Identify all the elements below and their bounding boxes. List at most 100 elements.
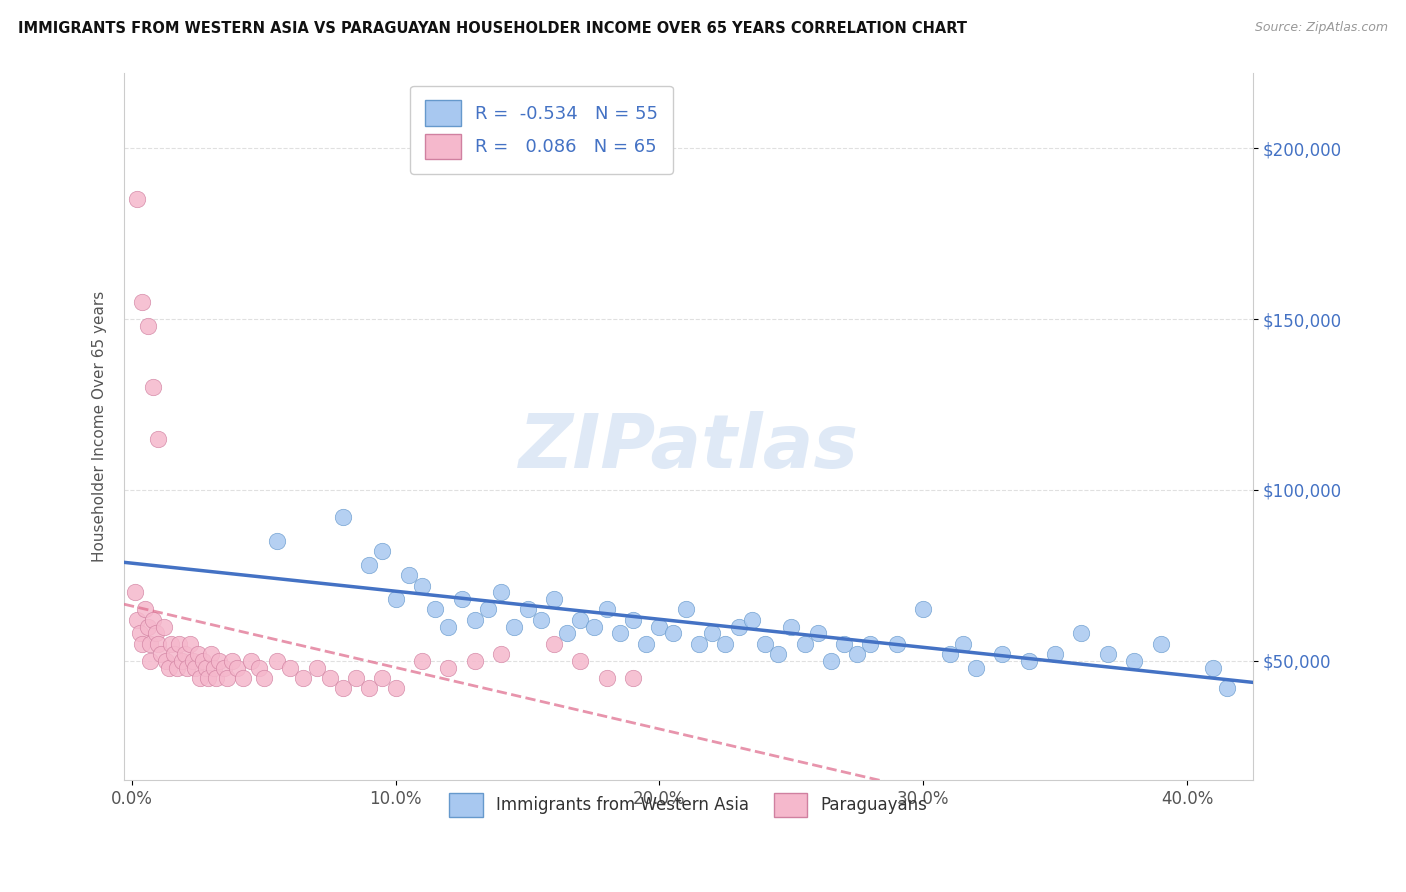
Point: [1070, 626, 1092, 640]
Point: [766, 647, 789, 661]
Point: [820, 654, 842, 668]
Point: [384, 592, 406, 607]
Text: ZIPatlas: ZIPatlas: [519, 411, 859, 484]
Point: [596, 671, 619, 685]
Point: [131, 637, 153, 651]
Point: [179, 637, 201, 651]
Point: [714, 637, 737, 651]
Point: [464, 613, 486, 627]
Point: [190, 671, 212, 685]
Point: [278, 660, 301, 674]
Point: [437, 619, 460, 633]
Point: [232, 671, 254, 685]
Point: [569, 613, 592, 627]
Point: [319, 671, 342, 685]
Point: [155, 654, 177, 668]
Point: [148, 432, 170, 446]
Point: [516, 602, 538, 616]
Point: [145, 626, 167, 640]
Point: [127, 193, 149, 207]
Point: [503, 619, 526, 633]
Point: [464, 654, 486, 668]
Point: [621, 613, 644, 627]
Point: [149, 647, 172, 661]
Point: [648, 619, 671, 633]
Point: [688, 637, 710, 651]
Point: [152, 619, 174, 633]
Point: [543, 637, 565, 651]
Point: [450, 592, 472, 607]
Point: [1043, 647, 1066, 661]
Point: [1097, 647, 1119, 661]
Point: [226, 660, 249, 674]
Point: [148, 637, 170, 651]
Point: [425, 602, 447, 616]
Point: [437, 660, 460, 674]
Point: [886, 637, 908, 651]
Point: [398, 568, 420, 582]
Point: [128, 626, 150, 640]
Point: [139, 637, 162, 651]
Point: [194, 660, 217, 674]
Point: [332, 681, 354, 695]
Point: [212, 660, 235, 674]
Point: [266, 654, 288, 668]
Point: [912, 602, 935, 616]
Point: [305, 660, 328, 674]
Point: [636, 637, 658, 651]
Point: [569, 654, 592, 668]
Point: [157, 660, 180, 674]
Point: [136, 619, 159, 633]
Point: [991, 647, 1014, 661]
Point: [938, 647, 960, 661]
Point: [952, 637, 974, 651]
Point: [215, 671, 238, 685]
Point: [754, 637, 776, 651]
Point: [702, 626, 724, 640]
Point: [160, 637, 183, 651]
Point: [489, 585, 512, 599]
Point: [176, 660, 198, 674]
Point: [1215, 681, 1237, 695]
Point: [184, 660, 207, 674]
Point: [555, 626, 578, 640]
Point: [181, 654, 204, 668]
Point: [202, 660, 225, 674]
Point: [200, 647, 222, 661]
Point: [359, 558, 381, 572]
Point: [543, 592, 565, 607]
Point: [411, 578, 433, 592]
Point: [846, 647, 869, 661]
Legend: Immigrants from Western Asia, Paraguayans: Immigrants from Western Asia, Paraguayan…: [441, 785, 936, 825]
Point: [675, 602, 697, 616]
Point: [197, 671, 219, 685]
Point: [489, 647, 512, 661]
Point: [621, 671, 644, 685]
Point: [247, 660, 270, 674]
Point: [191, 654, 214, 668]
Point: [221, 654, 243, 668]
Point: [127, 613, 149, 627]
Point: [1202, 660, 1225, 674]
Point: [344, 671, 367, 685]
Point: [609, 626, 631, 640]
Point: [163, 647, 186, 661]
Y-axis label: Householder Income Over 65 years: Householder Income Over 65 years: [93, 291, 107, 562]
Point: [139, 654, 162, 668]
Point: [359, 681, 381, 695]
Point: [170, 654, 193, 668]
Point: [477, 602, 499, 616]
Point: [727, 619, 749, 633]
Point: [661, 626, 683, 640]
Point: [371, 671, 394, 685]
Point: [596, 602, 619, 616]
Point: [205, 671, 228, 685]
Point: [807, 626, 830, 640]
Point: [266, 534, 288, 549]
Text: Source: ZipAtlas.com: Source: ZipAtlas.com: [1254, 21, 1388, 35]
Point: [371, 544, 394, 558]
Point: [332, 510, 354, 524]
Point: [832, 637, 855, 651]
Point: [1149, 637, 1171, 651]
Point: [142, 380, 165, 394]
